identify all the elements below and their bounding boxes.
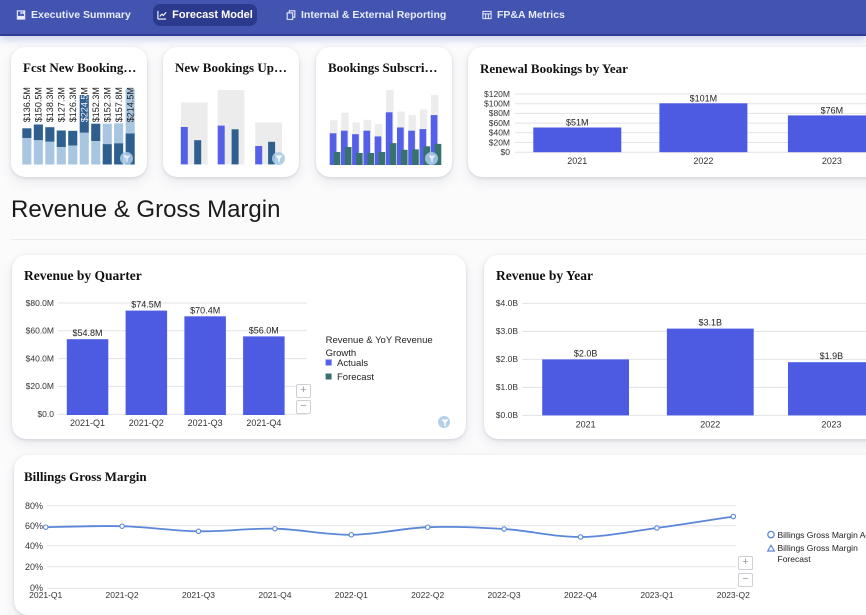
svg-text:Forecast: Forecast [778, 554, 812, 564]
svg-text:$74.5M: $74.5M [131, 300, 161, 310]
svg-text:2021-Q4: 2021-Q4 [258, 590, 291, 600]
svg-text:$60.0M: $60.0M [26, 326, 54, 336]
svg-text:$224.5M: $224.5M [80, 87, 90, 122]
svg-text:$70.4M: $70.4M [190, 305, 220, 315]
svg-text:2022: 2022 [693, 156, 713, 166]
svg-text:2021-Q3: 2021-Q3 [188, 418, 223, 428]
svg-text:2023-Q2: 2023-Q2 [717, 590, 750, 600]
svg-text:$20M: $20M [489, 137, 510, 147]
svg-text:2023-Q1: 2023-Q1 [640, 590, 673, 600]
svg-text:$60M: $60M [489, 118, 510, 128]
svg-text:$20.0M: $20.0M [26, 381, 54, 391]
svg-text:$3.1B: $3.1B [699, 318, 723, 328]
svg-text:2021: 2021 [576, 420, 596, 430]
svg-text:$54.8M: $54.8M [72, 328, 102, 338]
svg-text:2022-Q2: 2022-Q2 [411, 590, 444, 600]
svg-text:2021-Q1: 2021-Q1 [70, 418, 105, 428]
svg-text:$150.5M: $150.5M [34, 87, 44, 122]
svg-text:$1.0B: $1.0B [496, 382, 519, 392]
svg-text:2023: 2023 [821, 420, 841, 430]
svg-text:$56.0M: $56.0M [249, 325, 279, 335]
svg-text:2021-Q3: 2021-Q3 [182, 590, 215, 600]
svg-text:2021-Q2: 2021-Q2 [129, 418, 164, 428]
svg-text:2022: 2022 [700, 420, 720, 430]
svg-text:$76M: $76M [821, 105, 844, 115]
svg-text:$40M: $40M [489, 128, 510, 138]
svg-text:$2.0B: $2.0B [574, 348, 598, 358]
svg-text:$0: $0 [501, 147, 511, 157]
svg-text:$120M: $120M [484, 89, 510, 99]
svg-text:40%: 40% [25, 541, 43, 551]
svg-text:80%: 80% [25, 501, 43, 511]
svg-text:$51M: $51M [566, 118, 589, 128]
svg-text:$3.0B: $3.0B [496, 326, 519, 336]
svg-text:$101M: $101M [690, 93, 718, 103]
svg-text:$2.0B: $2.0B [496, 354, 519, 364]
svg-text:$214.5M: $214.5M [125, 87, 135, 122]
svg-text:$4.0B: $4.0B [496, 298, 519, 308]
svg-text:$0.0: $0.0 [37, 409, 54, 419]
svg-text:$80M: $80M [489, 108, 510, 118]
svg-text:$40.0M: $40.0M [26, 353, 54, 363]
svg-text:60%: 60% [25, 521, 43, 531]
svg-text:$157.8M: $157.8M [114, 87, 124, 122]
svg-text:$126.3M: $126.3M [68, 87, 78, 122]
svg-text:$80.0M: $80.0M [26, 298, 54, 308]
svg-text:$1.9B: $1.9B [820, 351, 844, 361]
svg-text:Billings Gross Margin: Billings Gross Margin [778, 543, 859, 553]
svg-text:$152.3M: $152.3M [91, 87, 101, 122]
svg-text:$100M: $100M [484, 99, 510, 109]
svg-text:$152.3M: $152.3M [102, 87, 112, 122]
svg-text:2022-Q1: 2022-Q1 [335, 590, 368, 600]
svg-text:Billings Gross Margin Ac: Billings Gross Margin Ac [778, 530, 866, 540]
svg-text:2021: 2021 [567, 156, 587, 166]
svg-text:$127.3M: $127.3M [57, 87, 67, 122]
svg-text:Revenue & YoY Revenue: Revenue & YoY Revenue [326, 335, 433, 346]
svg-text:$0.0B: $0.0B [496, 410, 519, 420]
svg-text:$136.5M: $136.5M [22, 87, 32, 122]
svg-text:2021-Q1: 2021-Q1 [29, 590, 62, 600]
svg-text:Actuals: Actuals [337, 358, 368, 369]
svg-text:2021-Q2: 2021-Q2 [106, 590, 139, 600]
svg-text:2021-Q4: 2021-Q4 [246, 418, 281, 428]
svg-text:Forecast: Forecast [337, 372, 374, 383]
svg-text:$138.3M: $138.3M [45, 87, 55, 122]
svg-text:2023: 2023 [822, 156, 842, 166]
svg-text:20%: 20% [25, 562, 43, 572]
svg-text:2022-Q4: 2022-Q4 [564, 590, 597, 600]
svg-text:2022-Q3: 2022-Q3 [488, 590, 521, 600]
